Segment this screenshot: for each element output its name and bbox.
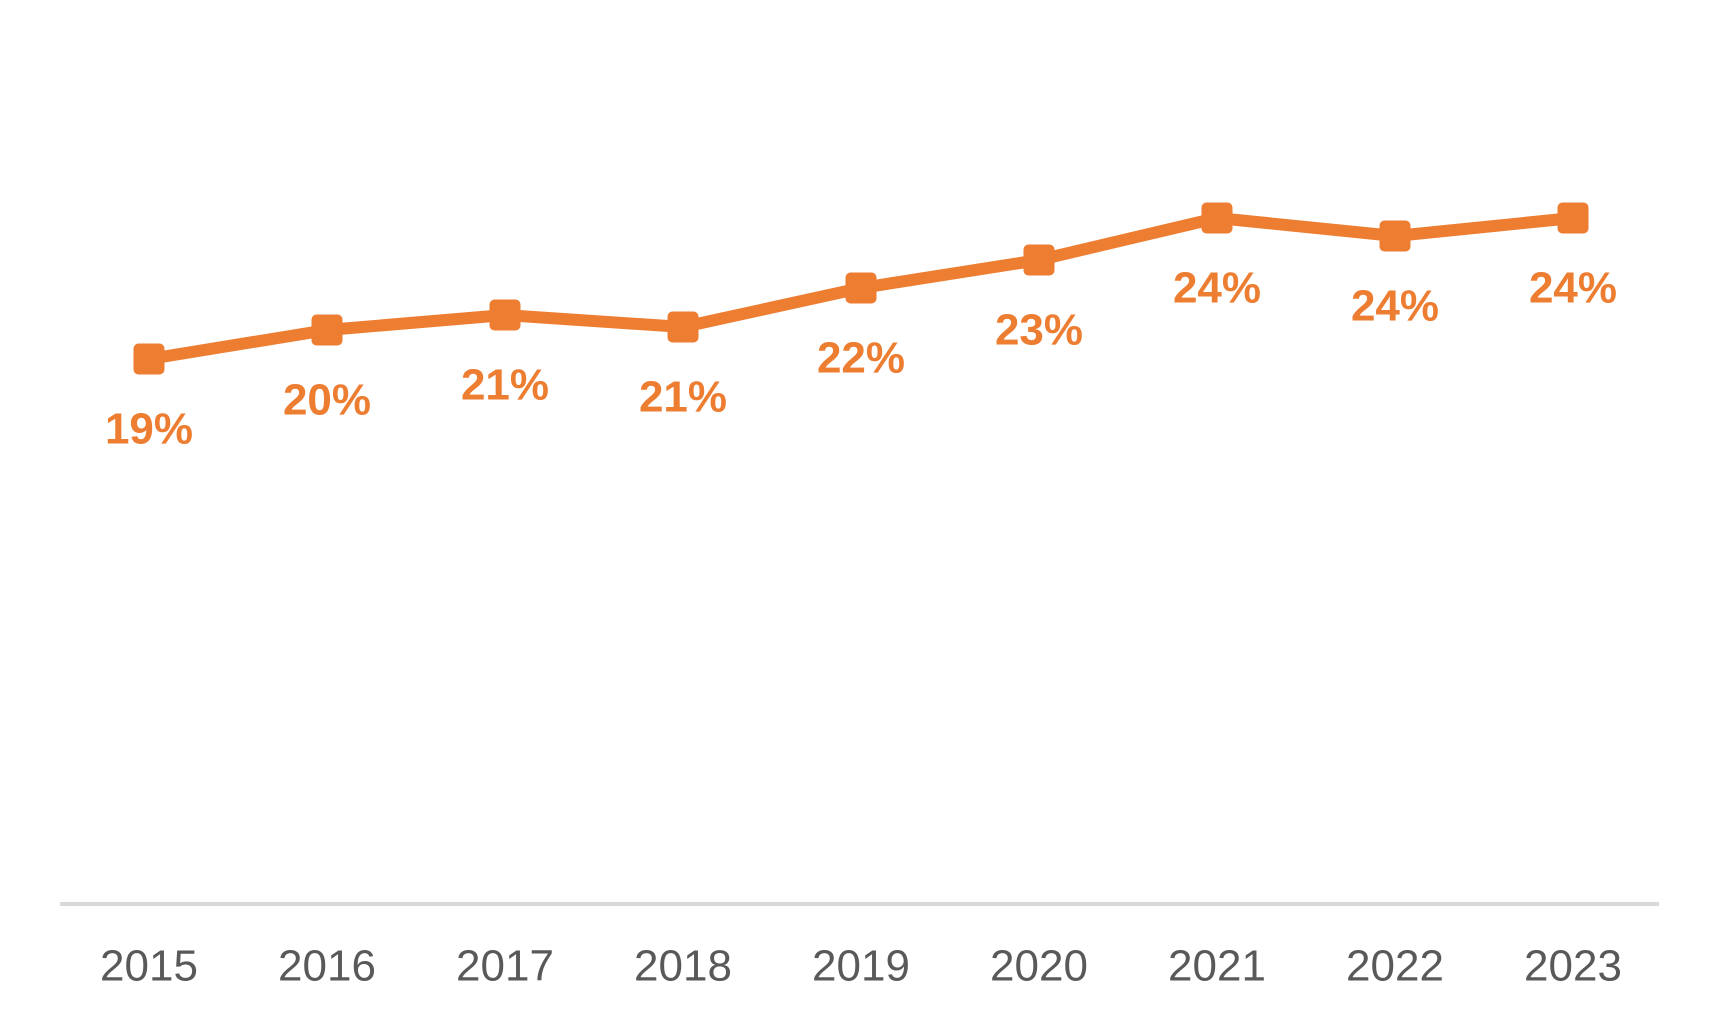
data-point-marker: [845, 272, 877, 304]
data-point-marker: [133, 343, 165, 375]
x-axis-tick-label: 2020: [990, 942, 1088, 991]
x-axis-tick-label: 2019: [812, 942, 910, 991]
data-label: 21%: [639, 373, 727, 422]
x-axis-tick-label: 2015: [100, 942, 198, 991]
x-axis-tick-label: 2017: [456, 942, 554, 991]
data-label: 20%: [283, 376, 371, 425]
data-label: 23%: [995, 306, 1083, 355]
data-label: 24%: [1529, 264, 1617, 313]
x-axis-tick-label: 2018: [634, 942, 732, 991]
x-axis-tick-label: 2016: [278, 942, 376, 991]
data-label: 19%: [105, 405, 193, 454]
data-point-marker: [1557, 202, 1589, 234]
data-point-marker: [1201, 202, 1233, 234]
data-label: 24%: [1351, 282, 1439, 331]
data-label: 24%: [1173, 264, 1261, 313]
data-point-marker: [667, 311, 699, 343]
data-point-marker: [1379, 220, 1411, 252]
x-axis-tick-label: 2023: [1524, 942, 1622, 991]
data-label: 22%: [817, 334, 905, 383]
data-label: 21%: [461, 361, 549, 410]
data-point-marker: [489, 299, 521, 331]
data-point-marker: [311, 314, 343, 346]
x-axis-tick-label: 2022: [1346, 942, 1444, 991]
data-point-marker: [1023, 244, 1055, 276]
x-axis-tick-label: 2021: [1168, 942, 1266, 991]
